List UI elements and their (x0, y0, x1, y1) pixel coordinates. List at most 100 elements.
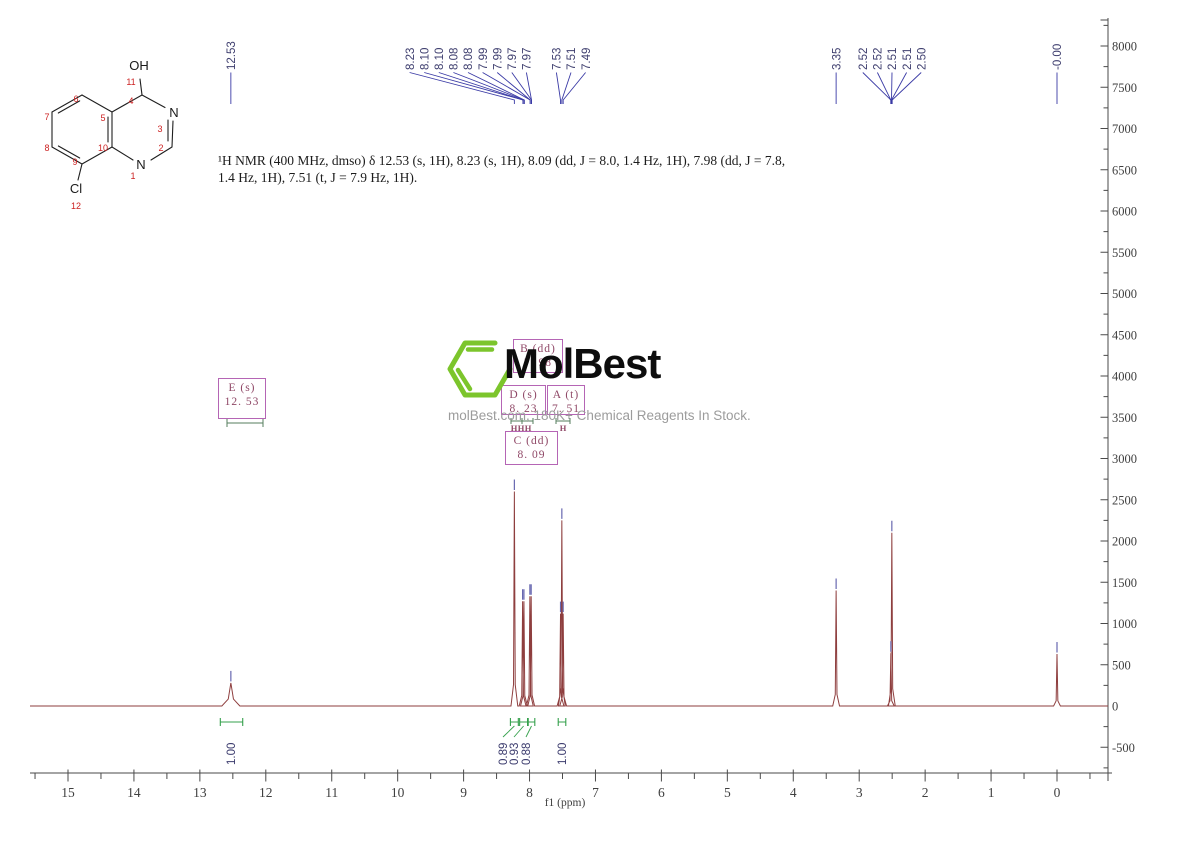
integrals: 1.00 0.89 0.93 0.88 1.00 (219, 718, 569, 765)
x-tick-label: 3 (856, 785, 863, 800)
y-tick-label: 3500 (1112, 411, 1137, 425)
integral-connector (525, 725, 532, 738)
y-tick-label: 5500 (1112, 246, 1137, 260)
bond (141, 94, 166, 109)
x-tick-label: 5 (724, 785, 731, 800)
caption-line-2: 1.4 Hz, 1H), 7.51 (t, J = 7.9 Hz, 1H). (218, 170, 418, 185)
peak-pick-label: 7.51 (566, 48, 578, 70)
caption-line-1: ¹H NMR (400 MHz, dmso) δ 12.53 (s, 1H), … (218, 153, 786, 168)
multiplet-id: C (dd) (513, 435, 550, 447)
x-tick-label: 14 (127, 785, 141, 800)
peak-pick-labels: 12.53 8.23 8.10 8.10 8.08 8.08 7.99 7.99 7.97 7.9… (226, 41, 1064, 104)
benzene-hexagon-logo-icon (447, 340, 513, 398)
watermark: MolBest molBest.com, 180K+ Chemical Reag… (446, 336, 786, 428)
attached-proton-label: H (511, 423, 518, 433)
peak-pick-connector (525, 72, 532, 104)
x-tick-label: 9 (460, 785, 467, 800)
peak-pick-label: 7.49 (581, 48, 593, 70)
peak-pick-connector (424, 72, 524, 104)
multiplet-bracket-E (226, 419, 264, 427)
integral-value-label: 0.89 (498, 743, 510, 765)
x-tick-label: 12 (259, 785, 273, 800)
integral-value-label: 1.00 (557, 743, 569, 765)
peak-pick-label: 7.99 (492, 48, 504, 70)
bond (51, 94, 83, 113)
y-tick-label: -500 (1112, 741, 1135, 755)
attached-proton-label: H (560, 423, 567, 433)
x-tick-label: 0 (1054, 785, 1061, 800)
atom-number: 3 (157, 124, 162, 134)
peak-pick-connector (876, 72, 892, 104)
peak-pick-connector (562, 72, 586, 104)
integral-value-label: 0.93 (509, 743, 521, 765)
peak-pick-label: 2.52 (873, 48, 885, 70)
multiplet-box: D (s) 8. 23 (501, 385, 546, 415)
multiplet-box: C (dd) 8. 09 (505, 431, 558, 465)
atom-number: 8 (44, 143, 49, 153)
bond (57, 145, 81, 159)
x-tick-label: 7 (592, 785, 599, 800)
attached-proton-label: H (518, 423, 525, 433)
bond (111, 146, 134, 161)
bond (81, 146, 113, 165)
integral-bracket (219, 718, 244, 726)
atom-number: 6 (73, 94, 78, 104)
peak-pick-connector (496, 72, 531, 104)
peak-pick-label: 8.08 (449, 48, 461, 70)
multiplet-bracket-A (555, 418, 571, 424)
y-tick-label: 4000 (1112, 370, 1137, 384)
atom-number: 12 (71, 201, 81, 211)
y-tick-label: 6500 (1112, 163, 1137, 177)
watermark-tagline: molBest.com, 180K+ Chemical Reagents In … (448, 408, 751, 423)
bond (57, 100, 81, 114)
peak-pick-connector (891, 72, 907, 104)
peak-pick-label: 7.97 (522, 48, 534, 70)
multiplet-shift-value: 7. 98 (524, 356, 552, 369)
bond (150, 146, 173, 161)
peak-pick-connector (891, 72, 922, 104)
multiplet-shift-value: 12. 53 (224, 395, 260, 408)
x-axis: 15 14 13 12 11 10 9 8 7 6 5 4 3 2 1 0f1 (ppm) (30, 769, 1112, 809)
x-tick-label: 6 (658, 785, 665, 800)
multiplet-box: E (s) 12. 53 (218, 378, 266, 419)
atom-number: 10 (98, 143, 108, 153)
peak-pick-label: 2.52 (858, 48, 870, 70)
multiplet-shift-value: 8. 09 (517, 448, 546, 461)
multiplet-box: B (dd) 7. 98 (513, 339, 563, 373)
integral-bracket (519, 718, 529, 726)
atom-label: N (136, 157, 145, 172)
peak-pick-label: 12.53 (226, 41, 238, 70)
bond (77, 163, 83, 181)
multiplet-id: B (dd) (520, 343, 556, 355)
y-tick-label: 7500 (1112, 81, 1137, 95)
integral-value-label: 0.88 (521, 743, 533, 765)
peak-pick-connector (438, 72, 524, 104)
y-tick-label: 0 (1112, 700, 1118, 714)
multiplet-id: A (t) (552, 389, 580, 401)
peak-apex-marks (230, 479, 1058, 682)
y-tick-label: 7000 (1112, 122, 1137, 136)
y-tick-label: 1000 (1112, 617, 1137, 631)
bond (171, 120, 174, 148)
integral-connector (513, 725, 524, 738)
peak-pick-label: 8.23 (405, 48, 417, 70)
integral-bracket (527, 718, 536, 726)
peak-pick-label: 8.10 (419, 48, 431, 70)
x-tick-label: 1 (988, 785, 995, 800)
y-tick-label: 500 (1112, 658, 1131, 672)
integral-connector (502, 725, 515, 738)
peak-pick-connector (467, 72, 525, 104)
x-tick-label: 13 (193, 785, 207, 800)
peak-pick-label: 8.08 (463, 48, 475, 70)
x-tick-label: 8 (526, 785, 533, 800)
peak-pick-label: 3.35 (831, 48, 843, 70)
x-axis-title: f1 (ppm) (545, 797, 586, 809)
peak-pick-connector (561, 72, 572, 104)
peak-pick-label: 7.99 (478, 48, 490, 70)
y-tick-label: 3000 (1112, 452, 1137, 466)
peak-pick-label: 2.50 (916, 48, 928, 70)
multiplet-shift-value: 8. 23 (509, 402, 538, 415)
